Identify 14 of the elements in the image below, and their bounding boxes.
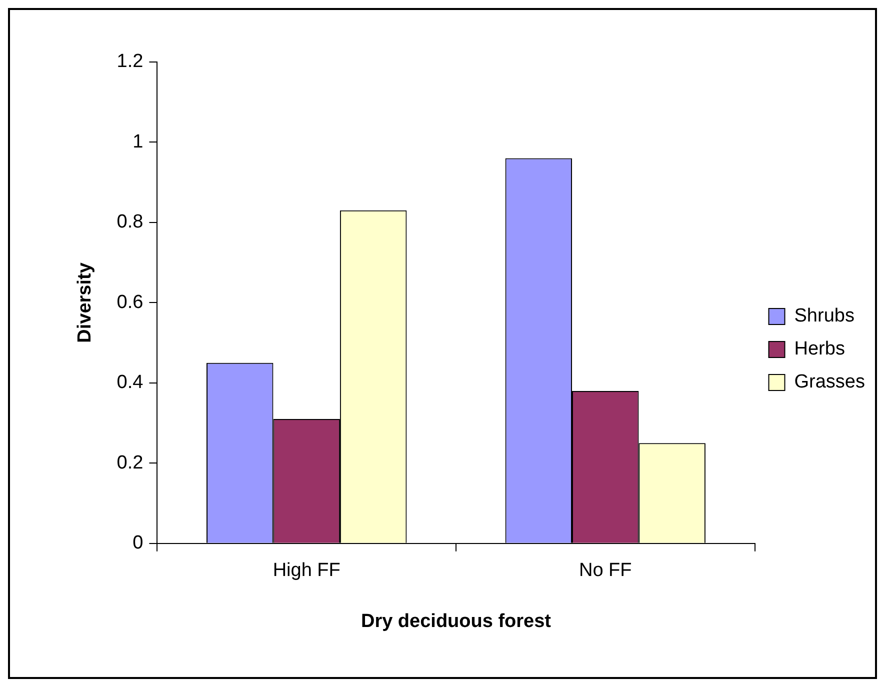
x-axis-title: Dry deciduous forest (360, 610, 552, 632)
legend-label: Grasses (794, 372, 866, 393)
y-axis-title: Diversity (74, 262, 96, 343)
legend-label: Herbs (794, 338, 845, 360)
x-tick-label: No FF (578, 560, 632, 582)
y-tick-label: 0 (132, 532, 144, 554)
y-tick-label: 0.2 (116, 452, 144, 474)
legend-label: Shrubs (794, 306, 854, 327)
x-tick-label: High FF (272, 560, 340, 582)
y-tick-label: 1.2 (116, 51, 144, 72)
y-tick-label: 0.6 (116, 292, 144, 313)
y-tick-label: 1 (132, 131, 144, 152)
y-tick-label: 0.4 (116, 372, 144, 394)
y-tick-label: 0.8 (116, 212, 144, 233)
